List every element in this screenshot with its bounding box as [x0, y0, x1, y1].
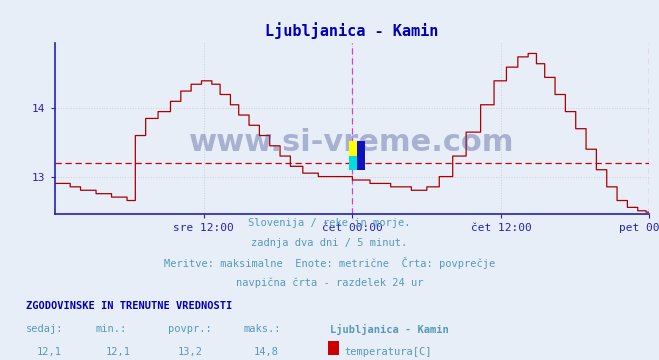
Text: ZGODOVINSKE IN TRENUTNE VREDNOSTI: ZGODOVINSKE IN TRENUTNE VREDNOSTI: [26, 301, 233, 311]
Text: www.si-vreme.com: www.si-vreme.com: [189, 128, 515, 157]
Bar: [357, 141, 365, 170]
Text: Slovenija / reke in morje.: Slovenija / reke in morje.: [248, 218, 411, 228]
Bar: [349, 156, 357, 170]
Text: Ljubljanica - Kamin: Ljubljanica - Kamin: [330, 324, 448, 335]
Text: 13,2: 13,2: [178, 347, 203, 357]
Text: 14,8: 14,8: [254, 347, 279, 357]
Text: 12,1: 12,1: [36, 347, 61, 357]
Text: navpična črta - razdelek 24 ur: navpična črta - razdelek 24 ur: [236, 277, 423, 288]
Text: zadnja dva dni / 5 minut.: zadnja dva dni / 5 minut.: [251, 238, 408, 248]
Text: povpr.:: povpr.:: [168, 324, 212, 334]
Text: 12,1: 12,1: [105, 347, 130, 357]
Bar: [349, 141, 357, 156]
Text: min.:: min.:: [96, 324, 127, 334]
Text: Meritve: maksimalne  Enote: metrične  Črta: povprečje: Meritve: maksimalne Enote: metrične Črta…: [164, 257, 495, 269]
Text: maks.:: maks.:: [244, 324, 281, 334]
Title: Ljubljanica - Kamin: Ljubljanica - Kamin: [265, 22, 439, 39]
Text: sedaj:: sedaj:: [26, 324, 64, 334]
Text: temperatura[C]: temperatura[C]: [345, 347, 432, 357]
